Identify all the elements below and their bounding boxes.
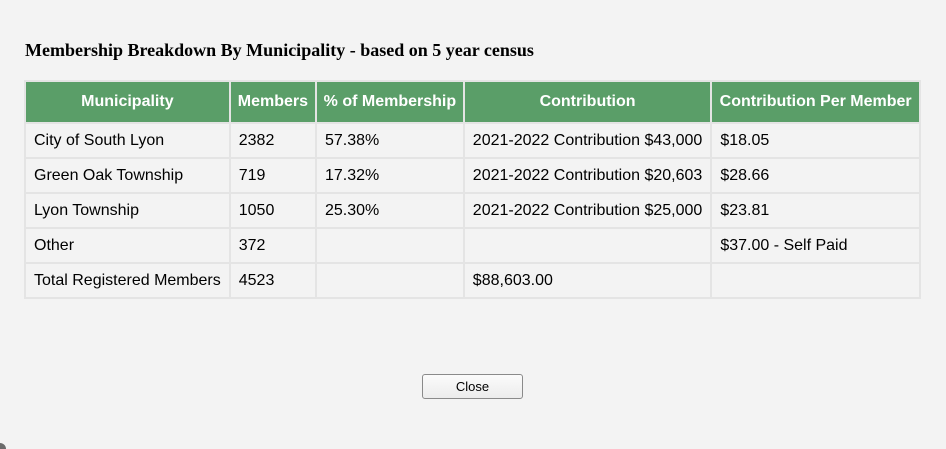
cell-contribution: $88,603.00 (462, 262, 713, 299)
header-contribution: Contribution (462, 80, 713, 124)
cell-municipality: Other (24, 227, 231, 264)
cell-contribution-per-member: $18.05 (710, 122, 921, 159)
header-municipality: Municipality (24, 80, 231, 124)
resize-corner (0, 443, 6, 449)
membership-table: Municipality Members % of Membership Con… (24, 80, 921, 299)
header-percent-membership: % of Membership (314, 80, 465, 124)
table-row: Lyon Township 1050 25.30% 2021-2022 Cont… (24, 192, 921, 229)
table-row-total: Total Registered Members 4523 $88,603.00 (24, 262, 921, 299)
cell-percent-membership: 57.38% (314, 122, 465, 159)
cell-members: 4523 (228, 262, 317, 299)
cell-members: 1050 (228, 192, 317, 229)
cell-contribution (462, 227, 713, 264)
cell-percent-membership (314, 262, 465, 299)
cell-contribution-per-member: $23.81 (710, 192, 921, 229)
cell-contribution-per-member: $37.00 - Self Paid (710, 227, 921, 264)
cell-municipality: Lyon Township (24, 192, 231, 229)
cell-contribution: 2021-2022 Contribution $20,603 (462, 157, 713, 194)
cell-contribution-per-member (710, 262, 921, 299)
cell-percent-membership: 25.30% (314, 192, 465, 229)
cell-municipality: Green Oak Township (24, 157, 231, 194)
cell-members: 372 (228, 227, 317, 264)
cell-municipality: City of South Lyon (24, 122, 231, 159)
cell-contribution-per-member: $28.66 (710, 157, 921, 194)
header-members: Members (228, 80, 317, 124)
cell-members: 719 (228, 157, 317, 194)
table-row: City of South Lyon 2382 57.38% 2021-2022… (24, 122, 921, 159)
table-header-row: Municipality Members % of Membership Con… (24, 80, 921, 124)
cell-contribution: 2021-2022 Contribution $25,000 (462, 192, 713, 229)
cell-contribution: 2021-2022 Contribution $43,000 (462, 122, 713, 159)
close-button[interactable]: Close (422, 374, 523, 399)
cell-percent-membership (314, 227, 465, 264)
dialog-title: Membership Breakdown By Municipality - b… (25, 40, 534, 60)
table-row: Other 372 $37.00 - Self Paid (24, 227, 921, 264)
table-row: Green Oak Township 719 17.32% 2021-2022 … (24, 157, 921, 194)
cell-municipality: Total Registered Members (24, 262, 231, 299)
cell-percent-membership: 17.32% (314, 157, 465, 194)
cell-members: 2382 (228, 122, 317, 159)
header-contribution-per-member: Contribution Per Member (710, 80, 921, 124)
